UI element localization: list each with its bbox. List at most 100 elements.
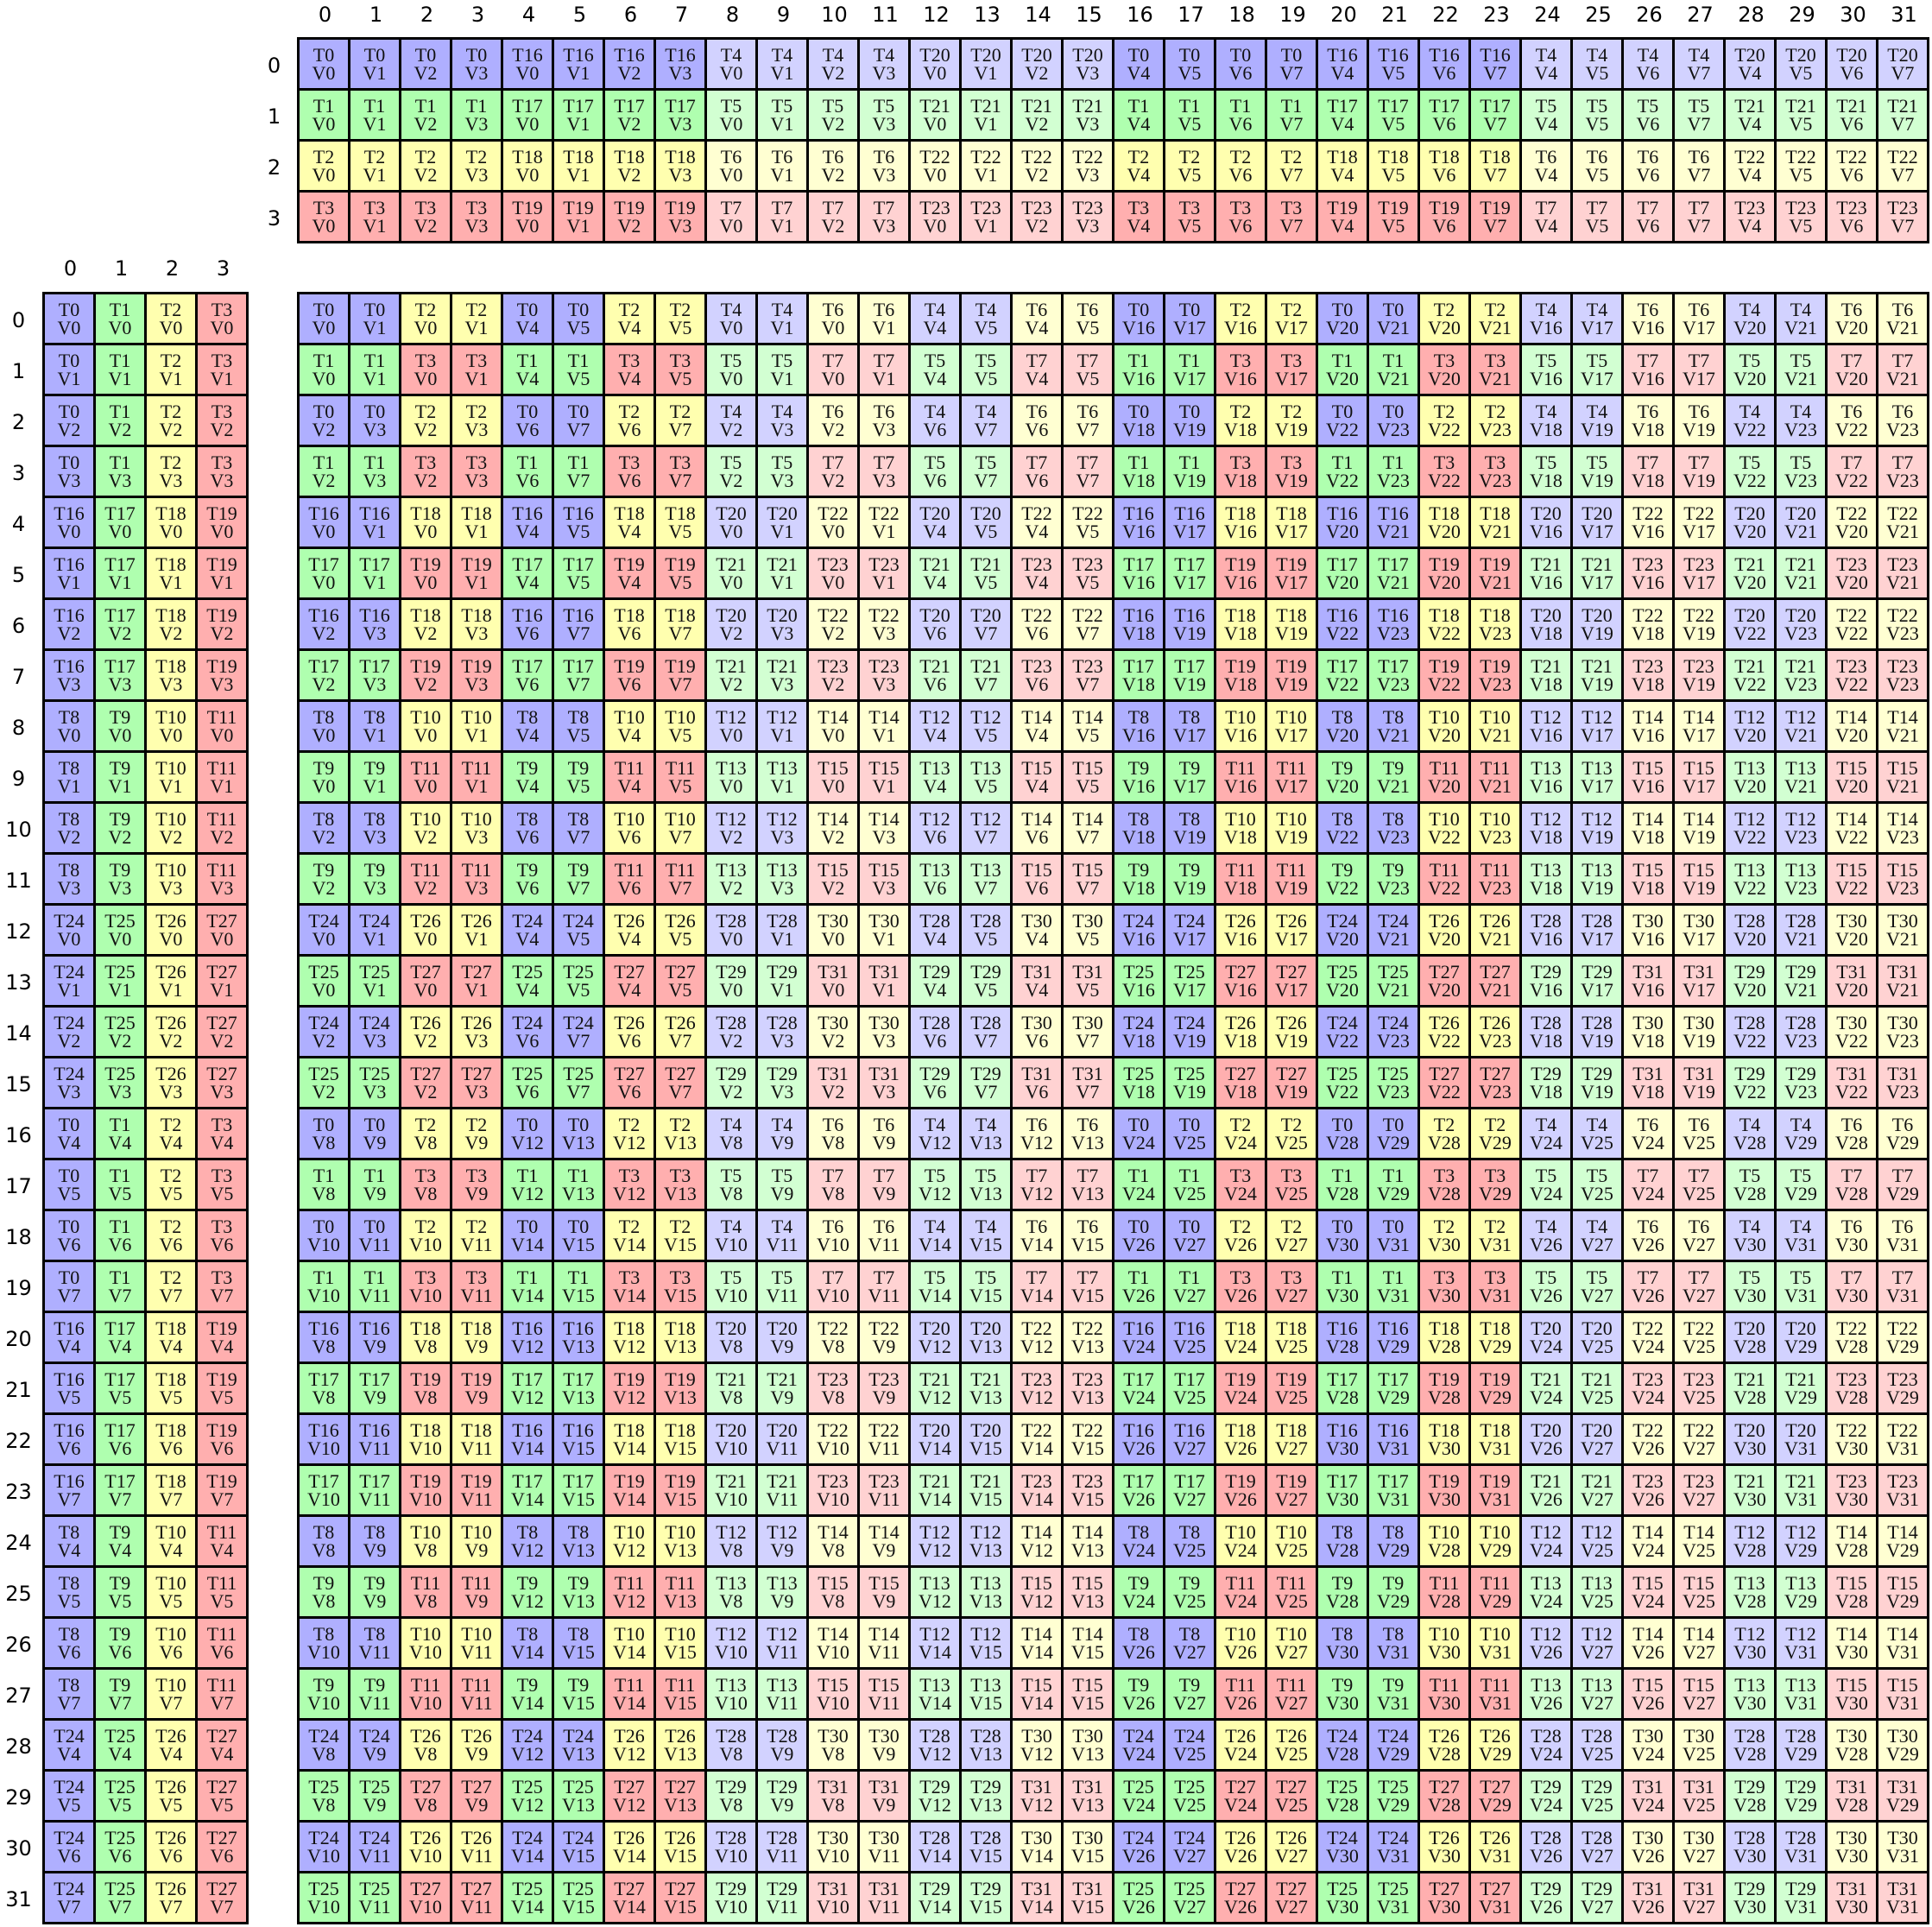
- value-id: V17: [1275, 979, 1308, 1001]
- value-id: V13: [664, 1183, 697, 1204]
- value-id: V4: [923, 368, 947, 389]
- value-id: V13: [1071, 1590, 1104, 1612]
- c-cell: T17 V22: [1318, 651, 1369, 702]
- thread-id: T12: [1785, 1521, 1816, 1543]
- value-id: V6: [515, 419, 540, 440]
- value-id: V2: [414, 113, 438, 135]
- thread-id: T3: [1433, 350, 1455, 371]
- value-id: V3: [872, 1030, 896, 1052]
- b-cell: T20 V1: [962, 40, 1013, 91]
- thread-id: T6: [1637, 146, 1659, 167]
- c-cell: T29 V0: [707, 957, 758, 1008]
- thread-id: T17: [1174, 1368, 1205, 1390]
- c-cell: T10 V20: [1420, 702, 1471, 753]
- value-id: V0: [159, 521, 183, 542]
- value-id: V6: [923, 419, 947, 440]
- value-id: V14: [1020, 1641, 1053, 1663]
- value-id: V20: [1326, 979, 1359, 1001]
- c-cell: T27 V21: [1471, 957, 1522, 1008]
- c-cell: T9 V8: [300, 1568, 350, 1619]
- value-id: V15: [562, 1234, 595, 1255]
- b-cell: T22 V1: [962, 142, 1013, 193]
- b-cell: T23 V6: [1828, 193, 1878, 243]
- thread-id: T26: [614, 910, 645, 932]
- value-id: V1: [770, 928, 794, 950]
- thread-id: T0: [567, 401, 590, 422]
- value-id: V3: [210, 877, 234, 899]
- c-cell: T21 V2: [707, 651, 758, 702]
- value-id: V3: [872, 470, 896, 491]
- thread-id: T19: [206, 604, 237, 626]
- thread-id: T20: [919, 1419, 950, 1441]
- c-cell: T9 V1: [350, 753, 401, 804]
- a-cell: T9 V6: [96, 1619, 147, 1670]
- value-id: V12: [1020, 1183, 1053, 1204]
- thread-id: T18: [1225, 502, 1256, 524]
- value-id: V20: [1835, 724, 1868, 746]
- value-id: V22: [1326, 1030, 1359, 1052]
- thread-id: T2: [160, 1267, 182, 1288]
- value-id: V30: [1428, 1285, 1461, 1306]
- value-id: V22: [1326, 877, 1359, 899]
- value-id: V31: [1784, 1692, 1817, 1714]
- thread-id: T19: [1378, 197, 1409, 218]
- value-id: V20: [1428, 928, 1461, 950]
- a-cell: T18 V3: [147, 651, 198, 702]
- c-cell: T25 V2: [300, 1058, 350, 1109]
- thread-id: T19: [1480, 197, 1511, 218]
- value-id: V0: [515, 113, 540, 135]
- thread-id: T2: [1229, 1114, 1252, 1135]
- thread-id: T2: [1229, 146, 1252, 167]
- value-id: V22: [1733, 673, 1766, 695]
- c-cell: T17 V3: [350, 651, 401, 702]
- c-cell: T7 V27: [1675, 1262, 1726, 1313]
- thread-id: T3: [313, 197, 335, 218]
- c-cell: T3 V7: [656, 447, 707, 498]
- thread-id: T27: [410, 961, 441, 982]
- thread-id: T19: [665, 197, 696, 218]
- thread-id: T20: [1582, 502, 1613, 524]
- c-cell: T30 V4: [1013, 906, 1064, 957]
- c-cell: T5 V4: [911, 345, 962, 396]
- c-cell: T12 V9: [758, 1517, 809, 1568]
- value-id: V3: [464, 215, 489, 237]
- c-cell: T15 V21: [1878, 753, 1929, 804]
- value-id: V19: [1275, 419, 1308, 440]
- value-id: V1: [464, 317, 489, 338]
- value-id: V0: [57, 928, 81, 950]
- c-cell: T18 V27: [1267, 1415, 1318, 1466]
- c-cell: T1 V19: [1165, 447, 1216, 498]
- thread-id: T22: [1887, 1419, 1918, 1441]
- value-id: V20: [1835, 775, 1868, 797]
- value-id: V31: [1886, 1692, 1919, 1714]
- thread-id: T14: [1887, 1521, 1918, 1543]
- thread-id: T17: [512, 655, 543, 677]
- c-cell: T2 V13: [656, 1109, 707, 1160]
- value-id: V26: [1224, 1692, 1257, 1714]
- c-cell: T3 V20: [1420, 345, 1471, 396]
- value-id: V25: [1683, 1183, 1715, 1204]
- value-id: V0: [414, 521, 438, 542]
- thread-id: T12: [1582, 808, 1613, 830]
- thread-id: T12: [1582, 706, 1613, 728]
- value-id: V6: [923, 877, 947, 899]
- thread-id: T9: [363, 1674, 386, 1696]
- value-id: V28: [1733, 1336, 1766, 1357]
- value-id: V18: [1224, 1030, 1257, 1052]
- c-cell: T21 V16: [1522, 549, 1573, 600]
- c-cell: T29 V29: [1777, 1772, 1828, 1823]
- value-id: V31: [1479, 1845, 1512, 1867]
- c-cell: T18 V1: [452, 498, 503, 549]
- value-id: V7: [1687, 215, 1711, 237]
- thread-id: T0: [1331, 1114, 1354, 1135]
- a-row-label: 26: [5, 1633, 32, 1657]
- value-id: V0: [210, 521, 234, 542]
- thread-id: T17: [104, 1419, 136, 1441]
- thread-id: T7: [873, 1267, 895, 1288]
- thread-id: T3: [1127, 197, 1150, 218]
- c-cell: T26 V12: [605, 1721, 656, 1772]
- thread-id: T10: [665, 808, 696, 830]
- thread-id: T10: [155, 1521, 186, 1543]
- c-cell: T30 V1: [860, 906, 911, 957]
- c-cell: T14 V5: [1064, 702, 1114, 753]
